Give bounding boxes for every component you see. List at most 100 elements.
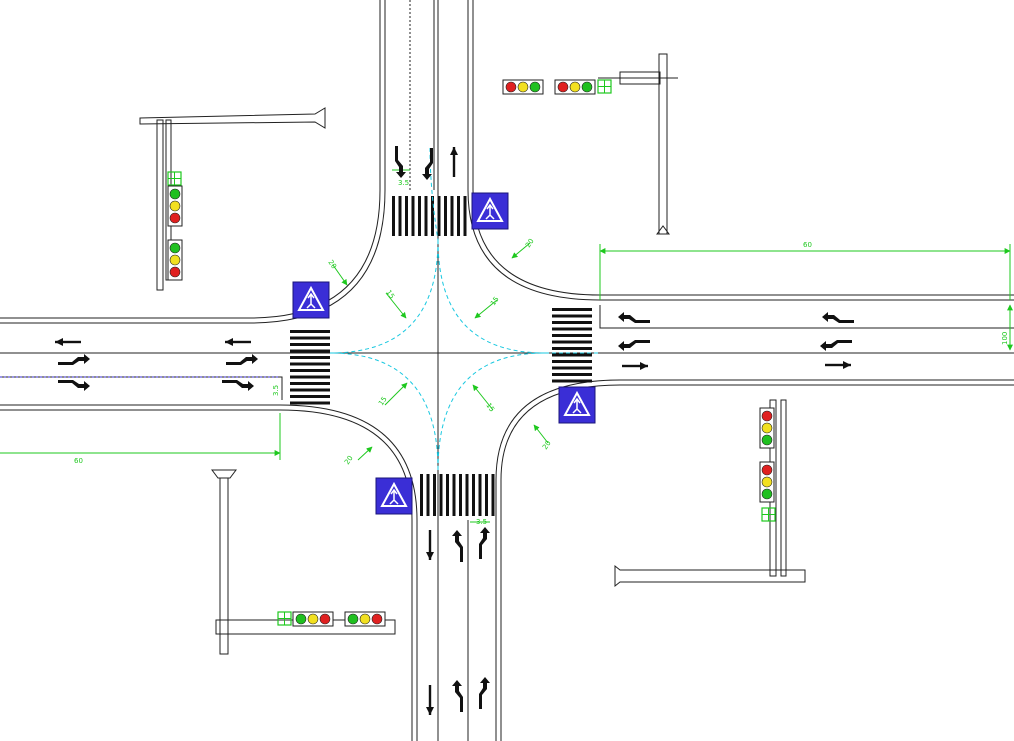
signal-lamp <box>581 81 593 93</box>
signal-lamp <box>169 188 181 200</box>
signal-lamp <box>371 613 383 625</box>
lane-arrow-icon <box>452 680 463 712</box>
lane-arrow-icon <box>426 685 434 715</box>
radius-leader-se-curb <box>533 424 549 444</box>
signal-lamp <box>359 613 371 625</box>
lane-arrow-icon <box>55 338 81 346</box>
crosswalk-stripe <box>290 388 330 392</box>
sw-signal-pole-top <box>211 469 237 479</box>
pedestrian-crossing-sign-icon <box>558 386 596 424</box>
east-turn-lane-divider <box>599 305 1014 329</box>
lane-arrow-icon <box>822 312 854 323</box>
lane-arrow-icon <box>479 527 490 559</box>
crosswalk-stripe <box>420 474 423 516</box>
turn-radius-sw-label: 15 <box>377 395 389 407</box>
curb-radius-sw-label: 20 <box>343 454 355 466</box>
signal-heads <box>167 79 776 627</box>
crosswalk-stripe <box>405 196 408 236</box>
north-road-left-edge-inner <box>0 0 386 324</box>
radius-leader-nw-turn <box>385 292 407 319</box>
crosswalk-stripe <box>485 474 488 516</box>
crosswalk-east <box>552 308 592 383</box>
crosswalk-stripe <box>552 353 592 357</box>
lane-arrow-icon <box>618 340 650 351</box>
lane-arrow-icon <box>450 147 458 177</box>
crosswalk-stripe <box>552 347 592 350</box>
signal-lamp <box>169 242 181 254</box>
north-road-left-edge <box>0 0 381 319</box>
ne-signal-base <box>656 225 670 235</box>
lane-arrow-icon <box>618 312 650 323</box>
signal-lamp <box>529 81 541 93</box>
crosswalk-stripe <box>459 474 462 516</box>
crosswalk-stripe <box>290 401 330 405</box>
lane-arrows <box>55 146 854 715</box>
signal-lamp <box>761 422 773 434</box>
crosswalk-stripe <box>431 196 434 236</box>
sw-signal-pole <box>219 477 229 655</box>
signal-poles <box>139 53 806 655</box>
crosswalk-stripe <box>290 382 330 385</box>
crosswalk-stripe <box>290 349 330 353</box>
crosswalk-stripe <box>450 196 454 236</box>
crosswalk-stripe <box>457 196 460 236</box>
se-signal-arm <box>614 564 806 588</box>
radius-leader-ne-turn <box>474 299 498 319</box>
crosswalk-west <box>290 330 330 405</box>
countdown-timer-icon <box>167 171 182 186</box>
lane-arrow-icon <box>225 338 251 346</box>
turn-path-se <box>437 352 546 471</box>
crosswalk-stripe <box>426 474 430 516</box>
crosswalk-stripe <box>552 379 592 383</box>
dimension-lines <box>0 169 1013 523</box>
signal-lamp <box>347 613 359 625</box>
se-signal-pole-2 <box>780 399 787 577</box>
curb-radius-se-label: 20 <box>541 439 553 451</box>
crosswalk-stripe <box>472 474 475 516</box>
dimension-labels: 60 60 100 3.5 3.5 3.5 20 20 20 20 15 15 … <box>74 179 1009 526</box>
lane-arrow-icon <box>58 380 90 391</box>
nw-signal-arm <box>139 107 326 129</box>
radius-leader-ne-curb <box>511 242 531 259</box>
signal-lamp <box>505 81 517 93</box>
signal-lamp <box>761 476 773 488</box>
lane-arrow-icon <box>426 530 434 560</box>
traffic-signal-head-icon <box>759 461 775 503</box>
pedestrian-crossing-sign-icon <box>375 477 413 515</box>
north-road-right-edge <box>467 0 1014 301</box>
signal-lamp <box>557 81 569 93</box>
pedestrian-crossing-sign-icon <box>292 281 330 319</box>
signal-lamp <box>169 266 181 278</box>
lane-arrow-icon <box>825 361 851 369</box>
crosswalk-stripe <box>392 196 395 236</box>
crosswalk-stripe <box>491 474 495 516</box>
turn-radius-nw-label: 15 <box>384 289 396 301</box>
lane-arrow-icon <box>622 362 648 370</box>
curb-radius-nw-label: 20 <box>326 259 338 271</box>
crosswalk-stripe <box>439 474 443 516</box>
crosswalk-stripe <box>398 196 402 236</box>
crosswalk-stripe <box>290 356 330 359</box>
lane-arrow-icon <box>452 530 463 562</box>
crosswalk-stripe <box>463 196 467 236</box>
turn-radius-se-label: 15 <box>484 402 496 414</box>
crosswalk-stripe <box>552 366 592 370</box>
crosswalk-north <box>392 196 467 236</box>
traffic-signal-head-icon <box>502 79 544 95</box>
traffic-signal-head-icon <box>292 611 334 627</box>
crosswalk-stripe <box>552 334 592 337</box>
crosswalk-stripe <box>444 196 447 236</box>
turn-path-ne <box>437 239 546 354</box>
turn-path-sw <box>329 352 439 471</box>
west-turn-lane-divider <box>0 376 283 400</box>
right-distance-label: 60 <box>803 241 812 249</box>
south-road-left-edge-inner <box>0 404 418 741</box>
crosswalk-stripe <box>465 474 469 516</box>
lane-width-south-label: 3.5 <box>476 518 487 526</box>
signal-lamp <box>319 613 331 625</box>
curb-radius-ne-label: 20 <box>524 237 536 249</box>
lane-width-north-label: 3.5 <box>398 179 409 187</box>
turn-path-nw <box>329 239 439 354</box>
